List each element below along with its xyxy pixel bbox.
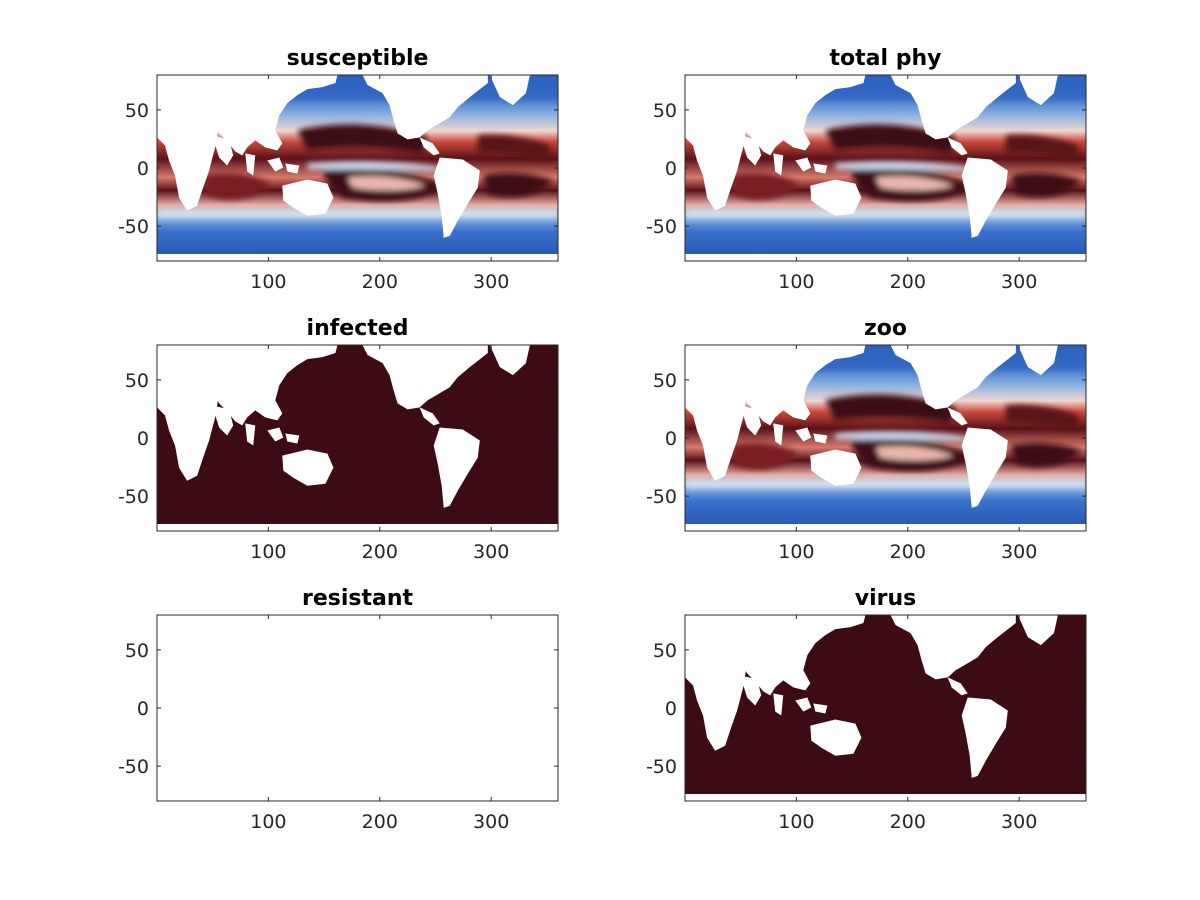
heatmap-field: [157, 345, 558, 531]
panel-title: total phy: [830, 46, 942, 71]
panel-susceptible: susceptible 100 200 300 50 0 -50: [118, 46, 559, 293]
y-tick-label: 50: [653, 100, 677, 122]
panel-title: virus: [855, 586, 917, 611]
y-tick-label: -50: [646, 756, 677, 778]
x-tick-label: 300: [1001, 541, 1037, 563]
panel-zoo: zoo 100 200 300 50 0 -50: [646, 316, 1087, 563]
y-tick-label: 50: [125, 100, 149, 122]
x-tick-label: 200: [890, 271, 926, 293]
heatmap-field: [685, 345, 1086, 531]
x-tick-label: 200: [362, 541, 398, 563]
y-tick-label: 0: [665, 428, 677, 450]
x-tick-label: 200: [362, 811, 398, 833]
x-tick-label: 100: [250, 811, 286, 833]
panel-total-phy: total phy 100 200 300 50 0 -50: [646, 46, 1087, 293]
x-tick-label: 100: [778, 541, 814, 563]
y-tick-label: 0: [137, 698, 149, 720]
x-tick-label: 300: [1001, 271, 1037, 293]
y-tick-label: 50: [653, 370, 677, 392]
y-tick-label: -50: [118, 756, 149, 778]
x-tick-label: 300: [473, 811, 509, 833]
y-tick-label: 0: [665, 698, 677, 720]
panel-title: susceptible: [287, 46, 429, 71]
y-tick-label: -50: [646, 486, 677, 508]
heatmap-field: [685, 615, 1086, 801]
panel-title: zoo: [864, 316, 907, 341]
panel-title: infected: [307, 316, 409, 341]
y-tick-label: 50: [125, 370, 149, 392]
y-tick-label: 0: [137, 428, 149, 450]
y-tick-label: -50: [118, 486, 149, 508]
panel-title: resistant: [302, 586, 414, 611]
panel-resistant: resistant 100 200 300 50 0 -50: [118, 586, 559, 833]
x-tick-label: 300: [473, 271, 509, 293]
x-tick-label: 300: [1001, 811, 1037, 833]
x-tick-label: 100: [250, 541, 286, 563]
x-tick-label: 100: [778, 811, 814, 833]
heatmap-field: [685, 75, 1086, 261]
x-tick-label: 100: [250, 271, 286, 293]
x-tick-label: 200: [890, 811, 926, 833]
y-tick-label: 0: [665, 158, 677, 180]
x-tick-label: 200: [890, 541, 926, 563]
subplot-panels: susceptible 100 200 300 50 0 -50 total phy 100 20…: [118, 46, 1087, 833]
x-tick-label: 100: [778, 271, 814, 293]
x-tick-label: 200: [362, 271, 398, 293]
y-tick-label: 50: [125, 640, 149, 662]
y-tick-label: 0: [137, 158, 149, 180]
y-tick-label: -50: [646, 216, 677, 238]
panel-infected: infected 100 200 300 50 0 -50: [118, 316, 559, 563]
y-tick-label: -50: [118, 216, 149, 238]
heatmap-field: [157, 75, 558, 261]
y-tick-label: 50: [653, 640, 677, 662]
panel-virus: virus 100 200 300 50 0 -50: [646, 586, 1087, 833]
x-tick-label: 300: [473, 541, 509, 563]
axes-box: [156, 614, 559, 802]
